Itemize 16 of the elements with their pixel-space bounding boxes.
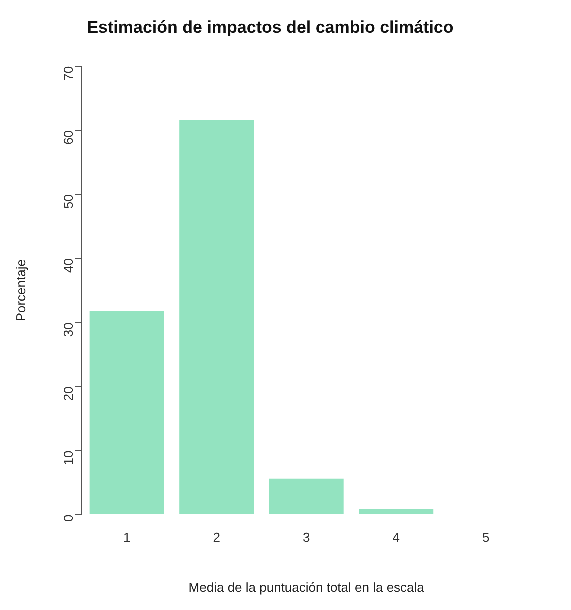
x-tick-label: 4	[392, 530, 400, 546]
chart-title: Estimación de impactos del cambio climático	[87, 18, 454, 37]
x-tick-label: 1	[123, 530, 131, 546]
x-tick-label: 2	[213, 530, 220, 546]
y-tick-label: 70	[60, 66, 76, 81]
y-tick-label: 60	[60, 130, 76, 145]
x-tick-label: 3	[302, 530, 310, 546]
y-tick-label: 30	[60, 322, 76, 338]
y-tick-label: 0	[60, 514, 76, 522]
y-tick-label: 50	[60, 194, 76, 209]
y-tick-label: 10	[60, 450, 76, 466]
x-tick-label: 5	[482, 530, 490, 546]
y-tick-label: 20	[60, 386, 76, 402]
y-tick-label: 40	[60, 258, 76, 274]
y-axis-title: Porcentaje	[13, 260, 28, 322]
x-axis-title: Media de la puntuación total en la escala	[188, 580, 426, 595]
